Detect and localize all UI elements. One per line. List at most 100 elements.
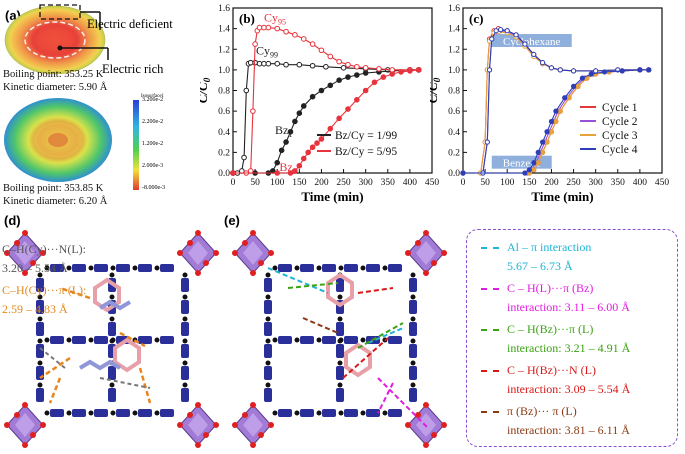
oxygen-atom: [195, 270, 201, 276]
legend-item: C – H(Bz)···π (L): [481, 322, 593, 337]
series-bz5-point: [305, 149, 311, 156]
x-tick-label: 0: [231, 178, 236, 188]
atom: [154, 337, 160, 343]
oxygen-atom: [4, 422, 10, 428]
series-bz5-point: [362, 87, 369, 94]
series-bz1-point: [309, 93, 316, 100]
cycle-cy-point: [540, 60, 546, 66]
linker: [108, 366, 116, 380]
linker: [116, 409, 130, 417]
cycle-bz-point: [566, 95, 572, 101]
cyclohexane-boiling-point: Boiling point: 353.25 K: [3, 69, 104, 80]
series-cy95-point: [292, 32, 298, 38]
x-tick-label: 200: [544, 178, 559, 188]
panel-d-label: (d): [4, 213, 21, 228]
series-bz5-point: [314, 140, 320, 146]
series-bz5-point: [354, 96, 360, 103]
atom: [360, 337, 366, 343]
atom: [182, 294, 188, 300]
interaction-line: [367, 327, 404, 344]
y-tick-label: 0.2: [448, 148, 460, 158]
series-bz5-point: [380, 74, 387, 80]
linker: [409, 300, 417, 314]
atom: [337, 338, 343, 344]
linker: [108, 388, 116, 402]
atom: [44, 410, 50, 416]
benzene-boiling-point: Boiling point: 353.85 K: [3, 183, 104, 194]
oxygen-atom: [14, 240, 20, 246]
legend-item-label: C – H(Bz)···N (L): [507, 363, 596, 377]
linker: [72, 336, 86, 344]
x-tick-label: 100: [270, 178, 285, 188]
atom: [410, 294, 416, 300]
series-bz1-point: [345, 74, 351, 80]
atom: [265, 316, 271, 322]
panel-e-framework-structure: [232, 230, 447, 448]
oxygen-atom: [187, 412, 193, 418]
series-cy99-point: [247, 59, 254, 66]
atom: [265, 382, 271, 388]
al-cluster-face: [15, 241, 35, 265]
y-tick-label: 0.0: [448, 169, 460, 179]
linker: [138, 264, 152, 272]
y-tick-label: 0.6: [218, 107, 230, 117]
oxygen-atom: [250, 442, 256, 448]
d-interaction-2-range: 2.59 – 4.83 Å: [2, 302, 68, 316]
linker: [322, 409, 336, 417]
atom: [132, 265, 138, 271]
cycle-bz-point: [540, 139, 546, 145]
linker: [388, 264, 402, 272]
oxygen-atom: [423, 270, 429, 276]
cycle-cy-point: [513, 32, 519, 38]
oxygen-atom: [441, 250, 447, 256]
panel-label: (b): [239, 11, 255, 26]
legend-label: Bz/Cy = 1/99: [335, 130, 397, 142]
series-cy95-point: [256, 24, 263, 31]
series-bz5-point: [309, 144, 316, 151]
panel-d-framework-structure: [4, 230, 219, 448]
series-cy95-point: [283, 28, 289, 35]
interaction-line: [377, 377, 429, 429]
cycle-bz-point: [526, 167, 532, 173]
series-cy95-point: [261, 24, 267, 31]
series-cy99-point: [309, 62, 316, 69]
series-bz1-point: [327, 82, 334, 89]
cycle-cy-point: [484, 139, 490, 145]
oxygen-atom: [30, 260, 36, 266]
x-tick-label: 450: [655, 178, 670, 188]
atom: [265, 272, 271, 278]
atom: [382, 265, 388, 271]
series-cy95-point: [327, 53, 334, 60]
colorbar-title: Isosurface1: [141, 94, 165, 99]
linker: [300, 409, 314, 417]
atom: [110, 410, 116, 416]
linker: [278, 264, 292, 272]
atom: [88, 265, 94, 271]
cycle-bz-point: [460, 170, 466, 176]
series-cy95-point: [354, 63, 360, 70]
box-label-bg: [491, 34, 572, 47]
series-cy95-point: [362, 65, 369, 71]
oxygen-atom: [14, 412, 20, 418]
legend-item: Al – π interaction: [481, 240, 591, 255]
linker: [116, 264, 130, 272]
cycle-bz-point: [544, 139, 550, 145]
guest-molecule: [98, 299, 132, 311]
cycle-bz-point: [553, 108, 559, 114]
y-tick-label: 1.4: [448, 25, 460, 35]
interaction-line: [99, 377, 151, 389]
legend-item: C – H(Bz)···N (L): [481, 363, 596, 378]
linker: [264, 278, 272, 292]
oxygen-atom: [22, 442, 28, 448]
series-annotation: Bz5: [279, 160, 296, 176]
series-annotation: Cy99: [256, 43, 278, 59]
oxygen-atom: [232, 422, 238, 428]
cycle-cy-point: [497, 27, 504, 33]
series-cy95-point: [265, 24, 272, 31]
atom: [88, 337, 94, 343]
cycle-bz-point: [575, 83, 581, 89]
linker: [344, 336, 358, 344]
series-bz5-point: [407, 68, 413, 74]
atom: [109, 338, 115, 344]
oxygen-atom: [242, 240, 248, 246]
